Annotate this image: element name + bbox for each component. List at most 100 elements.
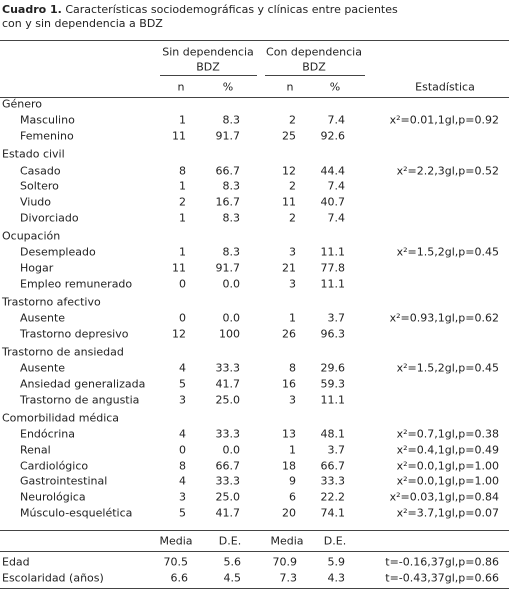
row-label: Trastorno de angustia [20, 393, 140, 407]
cell: 3 [179, 490, 186, 504]
statistic: x²=1.5,2gl,p=0.45 [396, 361, 499, 375]
cell: 7.4 [327, 211, 346, 225]
statistic: x²=0.7,1gl,p=0.38 [396, 427, 499, 441]
cell: 59.3 [320, 377, 346, 391]
cell: 3 [289, 393, 296, 407]
cell: 33.3 [320, 474, 346, 488]
row-label: Viudo [20, 195, 52, 209]
section-title: Comorbilidad médica [2, 411, 120, 425]
group-header: Con dependencia [266, 45, 362, 59]
cell: 100 [219, 327, 240, 341]
cell: 5.9 [327, 555, 346, 569]
cell: 20 [282, 506, 296, 520]
column-header: D.E. [323, 534, 347, 548]
cell: 25.0 [215, 393, 241, 407]
cell: 1 [179, 245, 186, 259]
row-label: Desempleado [20, 245, 96, 259]
row-label: Músculo-esquelética [20, 506, 133, 520]
cell: 8.3 [222, 179, 241, 193]
cell: 7.4 [327, 179, 346, 193]
rule [265, 75, 365, 76]
row-label: Endócrina [20, 427, 75, 441]
cell: 0 [179, 311, 186, 325]
row-label: Divorciado [20, 211, 79, 225]
rule [0, 588, 509, 589]
group-header: BDZ [302, 60, 326, 74]
caption-text: Características sociodemográficas y clín… [2, 3, 398, 30]
cell: 25 [282, 129, 296, 143]
cell: 4 [179, 361, 186, 375]
statistic: x²=0.93,1gl,p=0.62 [389, 311, 499, 325]
cell: 16 [282, 377, 296, 391]
rule [0, 530, 509, 531]
cell: 33.3 [215, 361, 241, 375]
column-header: % [222, 80, 234, 94]
column-header: Media [270, 534, 304, 548]
cell: 4 [179, 474, 186, 488]
cell: 66.7 [320, 459, 346, 472]
cell: 6 [289, 490, 296, 504]
cell: 91.7 [215, 261, 241, 275]
cell: 11 [172, 261, 186, 275]
cell: 1 [289, 311, 296, 325]
cell: 1 [179, 211, 186, 225]
row-label: Neurológica [20, 490, 86, 504]
row-label: Casado [20, 164, 61, 177]
cell: 66.7 [215, 164, 241, 177]
row-label: Renal [20, 443, 51, 457]
cell: 25.0 [215, 490, 241, 504]
cell: 4.3 [327, 571, 346, 585]
cell: 11.1 [320, 393, 346, 407]
cell: 1 [179, 179, 186, 193]
column-header: % [329, 80, 341, 94]
cell: 0.0 [222, 443, 241, 457]
cell: 21 [282, 261, 296, 275]
rule [160, 75, 257, 76]
row-label: Femenino [20, 129, 74, 143]
cell: 3.7 [327, 443, 346, 457]
cell: 33.3 [215, 427, 241, 441]
cell: 12 [172, 327, 186, 341]
cell: 3 [179, 393, 186, 407]
cell: 40.7 [320, 195, 346, 209]
cell: 77.8 [320, 261, 346, 275]
row-label: Gastrointestinal [20, 474, 108, 488]
column-header: n [177, 80, 185, 94]
cell: 4 [179, 427, 186, 441]
statistic: x²=0.0,1gl,p=1.00 [396, 474, 499, 488]
section-title: Género [2, 97, 43, 111]
row-label: Ausente [20, 311, 66, 325]
cell: 11 [282, 195, 296, 209]
row-label: Hogar [20, 261, 54, 275]
cell: 0 [179, 277, 186, 290]
cell: 8.3 [222, 113, 241, 127]
cell: 11.1 [320, 277, 346, 290]
statistic: x²=0.4,1gl,p=0.49 [396, 443, 499, 457]
cell: 8.3 [222, 211, 241, 225]
row-label: Cardiológico [20, 459, 89, 472]
column-header: Media [159, 534, 193, 548]
cell: 16.7 [215, 195, 241, 209]
cell: 22.2 [320, 490, 346, 504]
cell: 2 [289, 211, 296, 225]
cell: 70.9 [272, 555, 298, 569]
cell: 7.4 [327, 113, 346, 127]
row-label: Masculino [20, 113, 75, 127]
cell: 26 [282, 327, 296, 341]
statistic: t=-0.16,37gl,p=0.86 [385, 555, 499, 569]
cell: 11 [172, 129, 186, 143]
cell: 74.1 [320, 506, 346, 520]
cell: 13 [282, 427, 296, 441]
cell: 41.7 [215, 377, 241, 391]
rule [0, 40, 509, 41]
cell: 9 [289, 474, 296, 488]
row-label: Edad [2, 555, 30, 569]
cell: 18 [282, 459, 296, 472]
row-label: Empleo remunerado [20, 277, 133, 290]
column-header: n [286, 80, 294, 94]
rule [0, 97, 509, 98]
statistic: x²=1.5,2gl,p=0.45 [396, 245, 499, 259]
cell: 44.4 [320, 164, 346, 177]
cell: 8.3 [222, 245, 241, 259]
